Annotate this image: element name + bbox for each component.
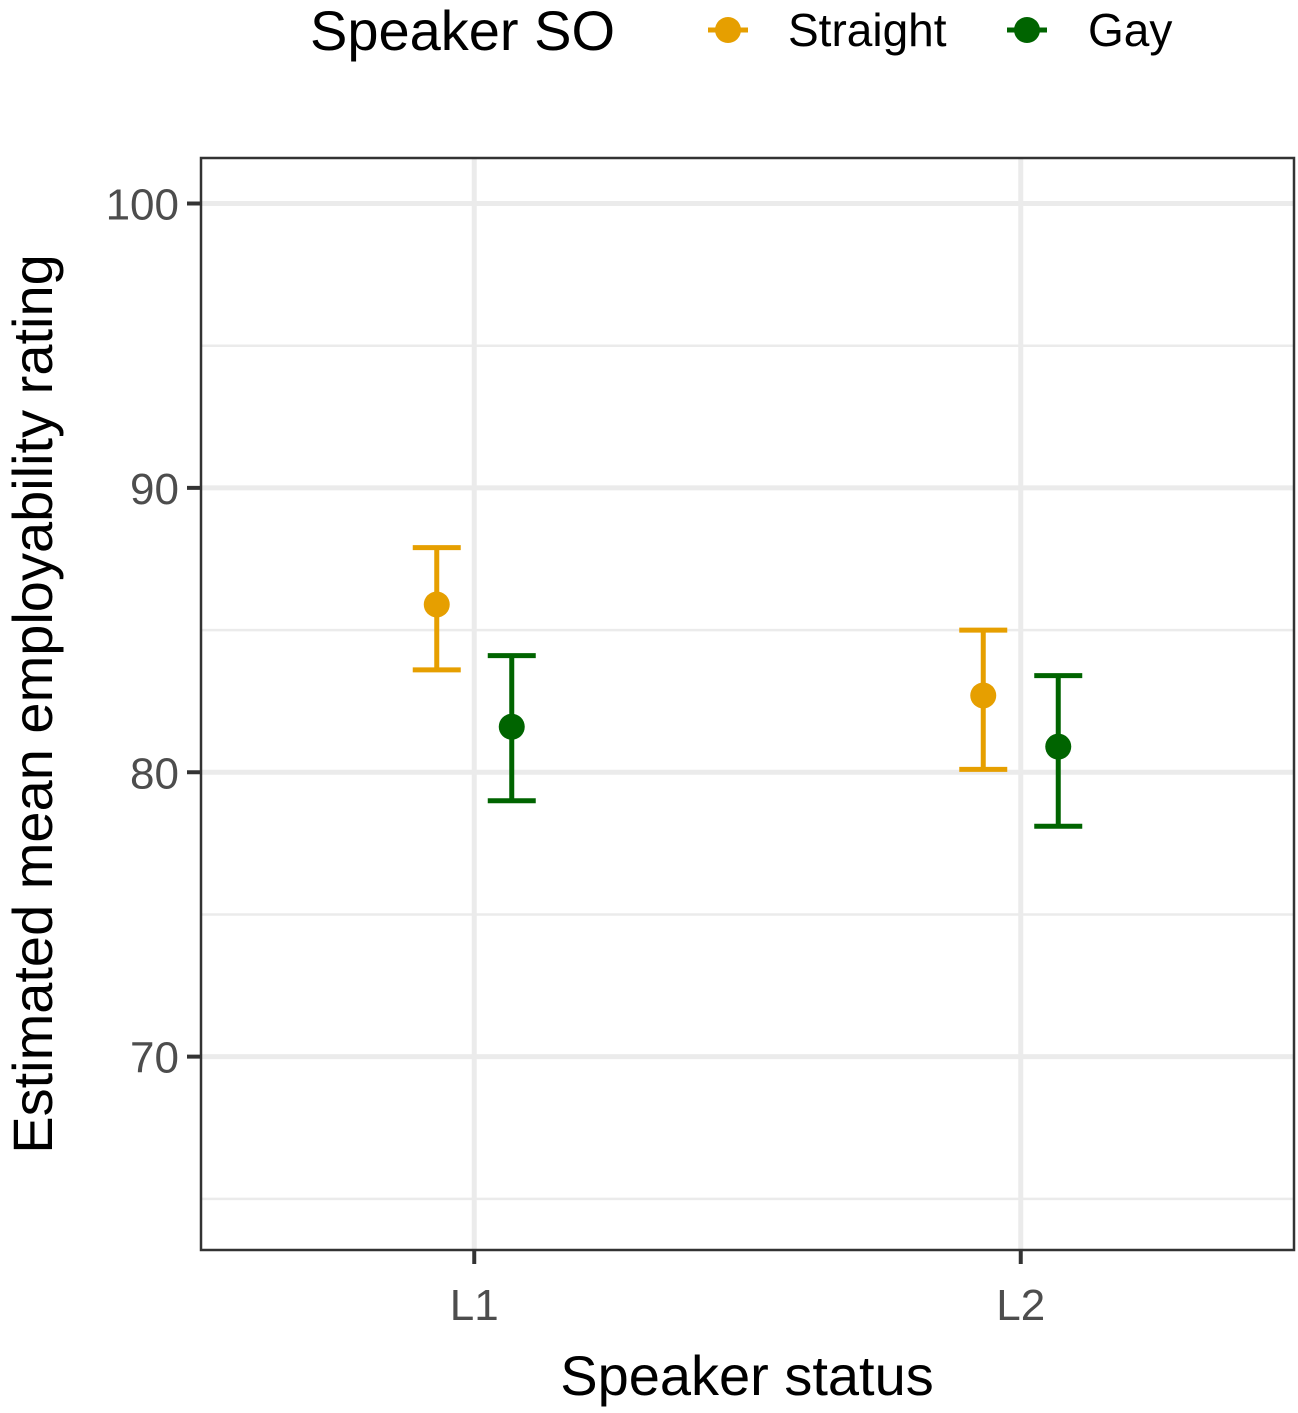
y-tick-label: 80 [130, 749, 179, 798]
legend-label: Straight [788, 4, 947, 56]
y-tick-label: 70 [130, 1034, 179, 1083]
data-point [1045, 733, 1072, 760]
y-tick-label: 100 [106, 181, 179, 230]
legend-key-point [715, 17, 741, 43]
x-axis: L1 L2 [450, 1250, 1045, 1330]
x-tick-label: L2 [996, 1281, 1045, 1330]
y-axis: 70 80 90 100 [106, 181, 201, 1083]
errorbar-point-straight-l1 [412, 545, 461, 673]
legend-title: Speaker SO [310, 0, 615, 62]
legend: Speaker SO Straight Gay [310, 0, 1172, 62]
data-point [423, 591, 450, 618]
legend-label: Gay [1088, 4, 1172, 56]
legend-key-point [1014, 17, 1040, 43]
y-axis-title: Estimated mean employability rating [1, 254, 64, 1154]
legend-items: Straight Gay [708, 4, 1172, 56]
x-axis-title: Speaker status [560, 1344, 934, 1407]
y-tick-label: 90 [130, 465, 179, 514]
errorbar-point-gay-l1 [487, 653, 536, 804]
errorbar-point-straight-l2 [959, 627, 1008, 772]
data-point [498, 713, 525, 740]
plot-panel-border [199, 156, 1296, 1252]
x-tick-label: L1 [450, 1281, 499, 1330]
data-point [970, 682, 997, 709]
errorbar-point-gay-l2 [1034, 673, 1083, 829]
legend-item-straight: Straight [708, 4, 947, 56]
grid [201, 158, 1294, 1250]
legend-item-gay: Gay [1007, 4, 1172, 56]
data-marks [412, 545, 1083, 829]
